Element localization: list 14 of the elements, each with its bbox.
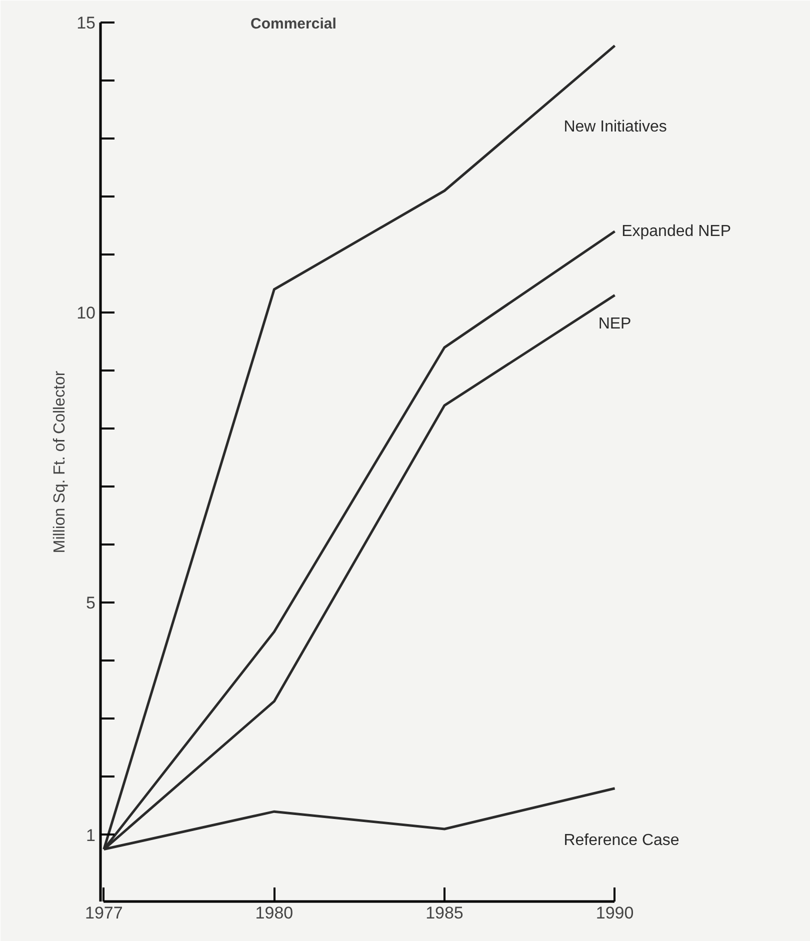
series-label: NEP [598, 316, 632, 333]
y-tick-label: 5 [86, 594, 96, 613]
y-axis-title: Million Sq. Ft. of Collector [52, 370, 69, 554]
series-label: New Initiatives [564, 118, 667, 136]
series-label: Expanded NEP [622, 222, 731, 240]
chart-title: Commercial [250, 16, 336, 32]
y-tick-label: 15 [76, 14, 96, 32]
x-tick-label: 1985 [426, 904, 464, 922]
series-label: Reference Case [564, 832, 680, 850]
x-tick-label: 1977 [84, 904, 123, 922]
y-tick-label: 1 [86, 826, 96, 845]
y-tick-label: 10 [76, 304, 96, 323]
x-tick-label: 1990 [596, 904, 634, 922]
x-tick-label: 1980 [255, 904, 294, 922]
